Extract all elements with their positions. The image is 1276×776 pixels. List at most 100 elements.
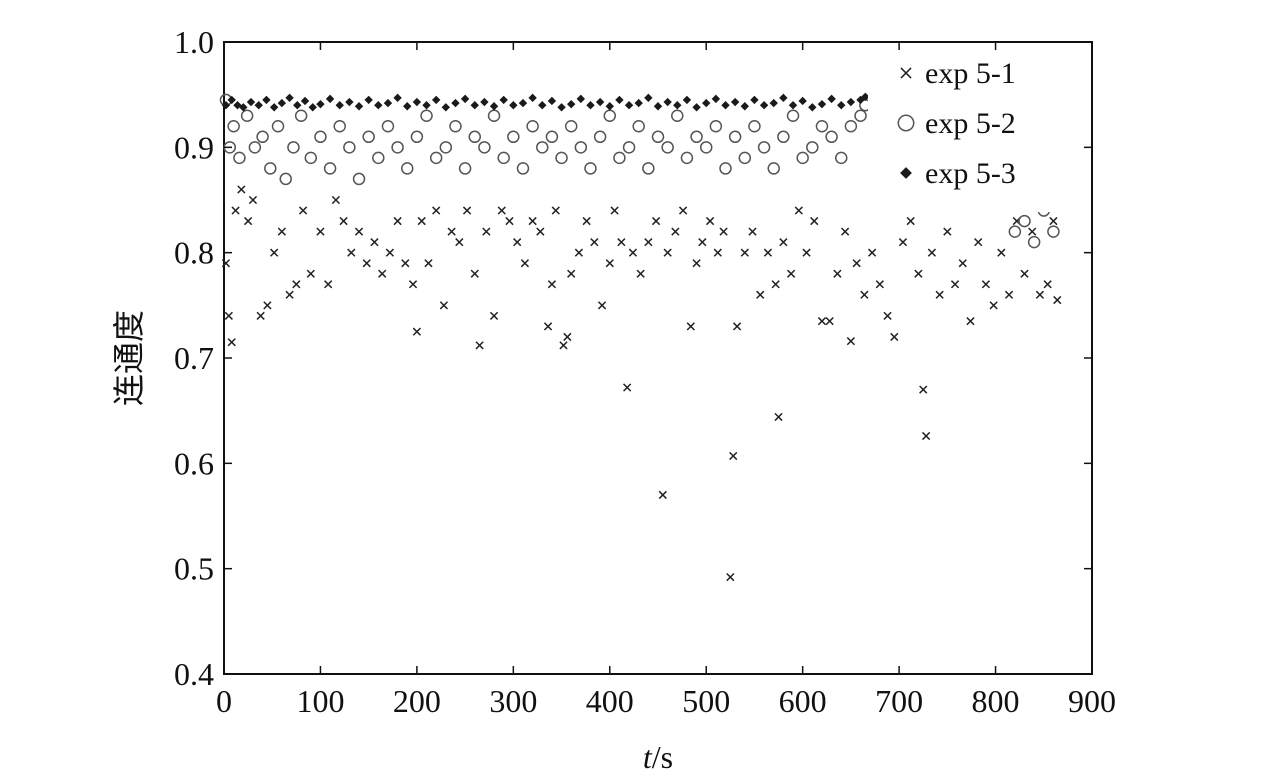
- data-point: [277, 98, 287, 108]
- data-point: [593, 130, 607, 144]
- data-point: [372, 151, 385, 165]
- data-point: [628, 248, 638, 257]
- data-point: [385, 248, 395, 257]
- data-point: [757, 141, 771, 154]
- data-point: [243, 216, 253, 226]
- data-point: [343, 141, 356, 154]
- data-point: [834, 151, 848, 165]
- data-point: [777, 130, 790, 144]
- data-point: [227, 95, 236, 105]
- data-point: [271, 120, 285, 133]
- legend-marker: [897, 114, 915, 132]
- x-tick-label: 700: [875, 683, 923, 719]
- data-point: [227, 338, 236, 347]
- x-tick-label: 200: [393, 683, 441, 719]
- data-point: [333, 120, 346, 133]
- data-point: [557, 103, 566, 112]
- data-point: [921, 431, 931, 441]
- data-point: [513, 238, 522, 247]
- y-tick-label: 0.7: [174, 340, 214, 376]
- y-axis-label: 连通度: [110, 310, 148, 406]
- x-axis-label: t/s: [643, 739, 673, 775]
- data-point: [264, 162, 277, 175]
- data-point: [919, 385, 928, 394]
- data-point: [256, 311, 265, 320]
- data-point: [713, 248, 722, 257]
- data-point: [339, 216, 348, 226]
- data-point: [269, 103, 279, 112]
- data-point: [1008, 225, 1022, 238]
- data-point: [451, 98, 460, 108]
- data-point: [574, 141, 588, 154]
- data-point: [867, 248, 877, 257]
- data-point: [825, 130, 838, 144]
- x-axis-label-variable: t: [643, 739, 653, 775]
- data-point: [335, 101, 344, 110]
- data-point: [705, 216, 715, 226]
- data-point: [221, 101, 231, 110]
- data-point: [613, 151, 626, 165]
- data-point: [551, 206, 560, 215]
- data-point: [304, 151, 318, 165]
- data-point: [412, 327, 422, 336]
- data-point: [671, 227, 680, 236]
- y-tick-label: 1.0: [174, 24, 214, 60]
- data-point: [756, 290, 765, 299]
- data-point: [815, 120, 829, 133]
- data-point: [489, 102, 499, 111]
- data-point: [748, 120, 761, 133]
- data-point: [417, 216, 426, 226]
- data-point: [582, 216, 591, 226]
- data-point: [840, 227, 850, 236]
- data-point: [680, 151, 694, 165]
- data-point: [632, 120, 645, 133]
- data-point: [300, 96, 310, 106]
- data-point: [422, 101, 431, 110]
- data-point: [499, 95, 508, 105]
- data-point: [489, 311, 499, 320]
- data-point: [559, 341, 568, 350]
- data-point: [294, 109, 308, 122]
- data-point: [509, 101, 518, 110]
- data-point: [846, 337, 856, 346]
- data-point: [316, 99, 325, 109]
- x-tick-label: 900: [1068, 683, 1116, 719]
- data-point: [673, 101, 682, 110]
- data-point: [362, 259, 371, 268]
- data-point: [597, 301, 607, 310]
- data-point: [262, 95, 271, 105]
- data-point: [478, 141, 491, 154]
- data-point: [279, 172, 292, 186]
- legend: exp 5-1 exp 5-2 exp 5-3: [868, 52, 1082, 212]
- data-point: [391, 141, 404, 154]
- data-point: [981, 280, 991, 289]
- data-point: [543, 322, 553, 331]
- data-point: [308, 103, 317, 112]
- data-point: [726, 572, 735, 582]
- data-point: [364, 95, 373, 105]
- legend-label: exp 5-3: [925, 157, 1016, 190]
- data-point: [316, 227, 325, 236]
- data-point: [475, 341, 484, 350]
- data-point: [837, 101, 846, 110]
- data-point: [381, 120, 395, 133]
- data-point: [567, 99, 576, 109]
- x-tick-label: 500: [682, 683, 730, 719]
- data-point: [653, 102, 663, 111]
- x-tick-label: 800: [972, 683, 1020, 719]
- data-point: [1043, 280, 1052, 289]
- data-point: [227, 120, 240, 133]
- data-point: [728, 130, 742, 144]
- data-point: [935, 290, 944, 299]
- data-point: [505, 216, 514, 226]
- data-point: [323, 162, 337, 175]
- data-point: [528, 216, 537, 226]
- data-point: [788, 101, 798, 110]
- data-point: [605, 102, 614, 111]
- data-point: [584, 162, 597, 175]
- data-point: [586, 101, 595, 110]
- data-point: [462, 206, 472, 215]
- y-tick-label: 0.9: [174, 129, 214, 165]
- data-point: [890, 332, 899, 342]
- data-point: [1049, 216, 1058, 226]
